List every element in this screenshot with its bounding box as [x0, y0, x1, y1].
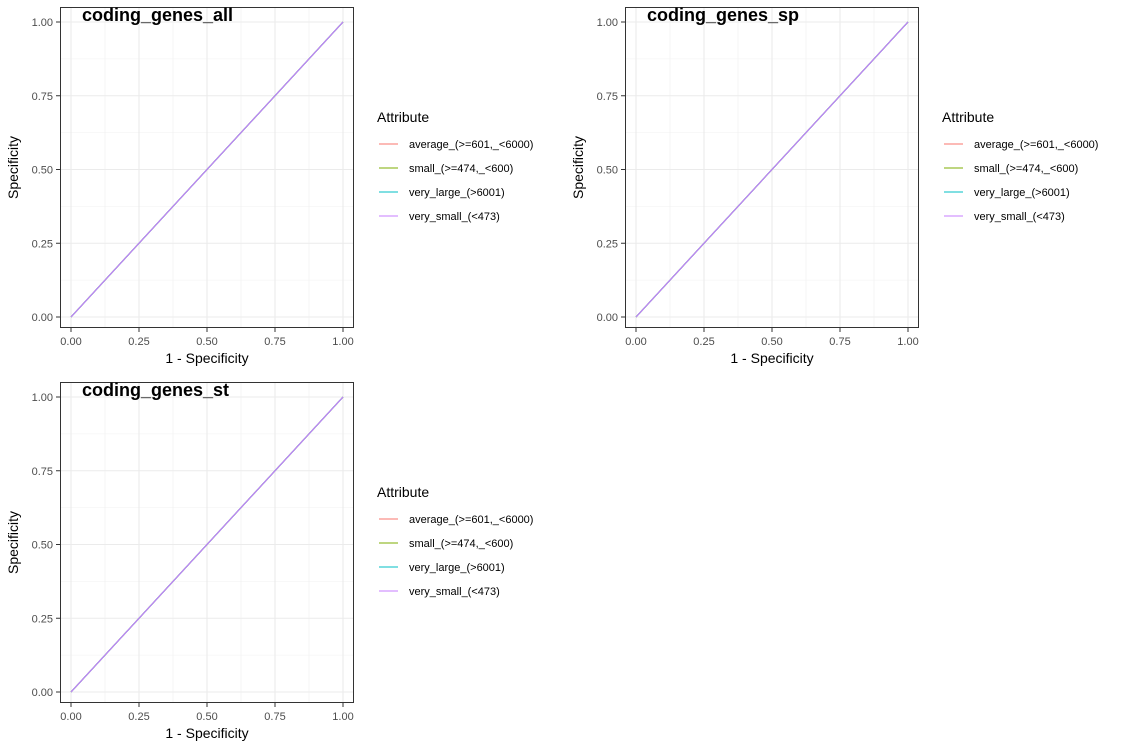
plot-border	[625, 7, 919, 328]
legend-label-1: small_(>=474,_<600)	[409, 538, 513, 550]
legend-label-3: very_small_(<473)	[409, 211, 500, 223]
y-tick-label: 1.00	[32, 392, 53, 404]
x-tick-label: 0.50	[761, 336, 782, 348]
y-tick-label: 0.00	[32, 312, 53, 324]
legend-title: Attribute	[377, 109, 429, 125]
plot-border	[60, 7, 354, 328]
x-tick-label: 1.00	[897, 336, 918, 348]
legend-label-2: very_large_(>6001)	[409, 187, 505, 199]
y-tick-label: 1.00	[32, 17, 53, 29]
legend-label-1: small_(>=474,_<600)	[409, 163, 513, 175]
legend-label-3: very_small_(<473)	[974, 211, 1065, 223]
x-tick-label: 0.75	[829, 336, 850, 348]
series-line-3	[70, 396, 344, 693]
chart-title: coding_genes_st	[82, 380, 229, 400]
x-axis-title: 1 - Specificity	[730, 350, 813, 366]
y-axis-title: Specificity	[5, 511, 21, 574]
y-tick-label: 0.25	[597, 238, 618, 250]
x-tick-label: 0.25	[128, 711, 149, 723]
chart-title: coding_genes_all	[82, 5, 233, 25]
y-tick-label: 0.75	[32, 91, 53, 103]
y-tick-label: 0.00	[32, 687, 53, 699]
x-tick-label: 0.25	[128, 336, 149, 348]
chart-panel-1: 0.00 0.25 0.50 0.75 1.00 0.00 0.25 0.50 0.75 1.00…	[570, 5, 1098, 366]
x-tick-label: 0.50	[196, 711, 217, 723]
legend-label-1: small_(>=474,_<600)	[974, 163, 1078, 175]
x-tick-label: 0.25	[693, 336, 714, 348]
legend-label-2: very_large_(>6001)	[409, 562, 505, 574]
series-line-3	[70, 21, 344, 318]
plot-border	[60, 382, 354, 703]
y-tick-label: 0.00	[597, 312, 618, 324]
y-tick-label: 0.50	[32, 165, 53, 177]
x-axis-title: 1 - Specificity	[165, 725, 248, 741]
x-tick-label: 0.00	[625, 336, 646, 348]
x-tick-label: 0.75	[264, 336, 285, 348]
y-tick-label: 0.50	[32, 540, 53, 552]
legend-title: Attribute	[942, 109, 994, 125]
y-tick-label: 0.75	[597, 91, 618, 103]
legend-title: Attribute	[377, 484, 429, 500]
y-axis-title: Specificity	[570, 136, 586, 199]
legend-label-0: average_(>=601,_<6000)	[409, 514, 533, 526]
y-tick-label: 0.25	[32, 613, 53, 625]
legend-label-3: very_small_(<473)	[409, 586, 500, 598]
x-tick-label: 0.50	[196, 336, 217, 348]
chart-title: coding_genes_sp	[647, 5, 799, 25]
y-axis-title: Specificity	[5, 136, 21, 199]
chart-panel-2: 0.00 0.25 0.50 0.75 1.00 0.00 0.25 0.50 0.75 1.00…	[5, 380, 533, 741]
x-axis-title: 1 - Specificity	[165, 350, 248, 366]
x-tick-label: 1.00	[332, 711, 353, 723]
y-tick-label: 1.00	[597, 17, 618, 29]
x-tick-label: 0.00	[60, 336, 81, 348]
y-tick-label: 0.75	[32, 466, 53, 478]
x-tick-label: 1.00	[332, 336, 353, 348]
legend-label-0: average_(>=601,_<6000)	[409, 139, 533, 151]
legend-label-0: average_(>=601,_<6000)	[974, 139, 1098, 151]
x-tick-label: 0.00	[60, 711, 81, 723]
y-tick-label: 0.50	[597, 165, 618, 177]
x-tick-label: 0.75	[264, 711, 285, 723]
y-tick-label: 0.25	[32, 238, 53, 250]
series-line-3	[635, 21, 909, 318]
chart-panel-0: 0.00 0.25 0.50 0.75 1.00 0.00 0.25 0.50 0.75 1.00…	[5, 5, 533, 366]
legend-label-2: very_large_(>6001)	[974, 187, 1070, 199]
